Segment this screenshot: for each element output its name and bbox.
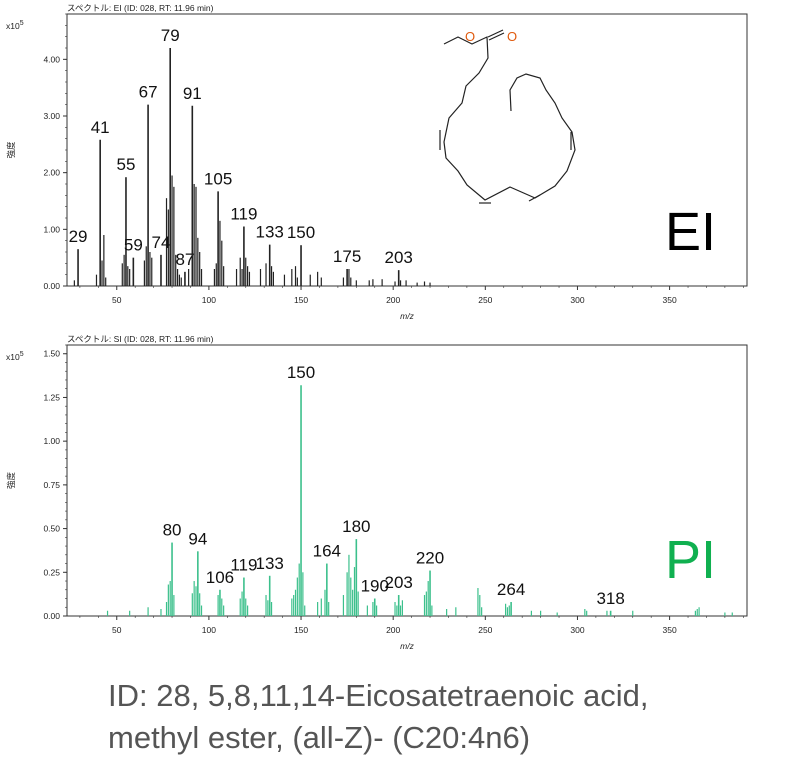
y-tick-label: 1.25 [43, 392, 60, 402]
peak-label: 74 [152, 233, 171, 252]
x-tick-label: 100 [202, 625, 216, 635]
chart-title: スペクトル: SI (ID: 028, RT: 11.96 min) [67, 334, 214, 344]
y-tick-label: 4.00 [43, 54, 60, 64]
x-tick-label: 250 [478, 295, 492, 305]
y-tick-label: 1.50 [43, 349, 60, 359]
peak-label: 80 [163, 521, 182, 540]
peak-label: 133 [256, 223, 284, 242]
x-tick-label: 200 [386, 625, 400, 635]
x-tick-label: 50 [112, 625, 122, 635]
peak-label: 67 [139, 83, 158, 102]
peak-label: 29 [69, 227, 88, 246]
x-tick-label: 350 [663, 295, 677, 305]
y-tick-label: 0.00 [43, 281, 60, 291]
peak-label: 180 [342, 517, 370, 536]
x-tick-label: 300 [570, 295, 584, 305]
peak-label: 87 [175, 250, 194, 269]
y-scale-exponent: 5 [20, 20, 24, 27]
x-tick-label: 150 [294, 295, 308, 305]
compound-caption-line1: ID: 28, 5,8,11,14-Eicosatetraenoic acid, [108, 678, 649, 713]
y-tick-label: 0.75 [43, 480, 60, 490]
y-tick-label: 2.00 [43, 168, 60, 178]
plot-frame [66, 344, 748, 617]
y-tick-label: 1.00 [43, 224, 60, 234]
peak-label: 133 [256, 554, 284, 573]
oxygen-atom-label: O [507, 29, 517, 44]
peak-label: 94 [188, 529, 207, 548]
y-axis-label: 強度 [6, 141, 16, 159]
peak-label: 91 [183, 84, 202, 103]
x-tick-label: 150 [294, 625, 308, 635]
peak-label: 264 [497, 580, 525, 599]
peak-label: 150 [287, 223, 315, 242]
chart-title: スペクトル: EI (ID: 028, RT: 11.96 min) [67, 3, 214, 13]
peak-label: 59 [124, 236, 143, 255]
y-scale-factor: x105 [6, 20, 24, 31]
x-tick-label: 350 [663, 625, 677, 635]
peak-label: 203 [385, 248, 413, 267]
oxygen-atom-label: O [465, 29, 475, 44]
y-tick-label: 0.00 [43, 611, 60, 621]
peak-label: 105 [204, 169, 232, 188]
ionization-method-label: PI [665, 530, 716, 590]
x-tick-label: 50 [112, 295, 122, 305]
compound-caption-line2: methyl ester, (all-Z)- (C20:4n6) [108, 720, 531, 755]
x-tick-label: 250 [478, 625, 492, 635]
x-axis-label: m/z [400, 641, 414, 651]
x-tick-label: 200 [386, 295, 400, 305]
peak-label: 203 [385, 573, 413, 592]
peak-label: 175 [333, 247, 361, 266]
peak-label: 220 [416, 549, 444, 568]
y-scale-factor: x105 [6, 351, 24, 362]
peak-label: 164 [313, 542, 341, 561]
y-scale-exponent: 5 [20, 351, 24, 358]
spectra-figure: O O スペクトル: EI (ID: 028, RT: 11.96 min) x1… [6, 3, 748, 651]
y-tick-label: 0.25 [43, 567, 60, 577]
y-axis-label: 強度 [6, 472, 16, 490]
x-axis-label: m/z [400, 311, 414, 321]
peak-label: 119 [230, 205, 257, 224]
peak-label: 79 [161, 26, 180, 45]
y-tick-label: 0.50 [43, 524, 60, 534]
peak-label: 150 [287, 363, 315, 382]
peak-label: 119 [230, 556, 257, 575]
peak-label: 106 [206, 568, 234, 587]
y-tick-label: 1.00 [43, 436, 60, 446]
peak-label: 41 [91, 118, 110, 137]
ionization-method-label: EI [665, 202, 716, 262]
molecule-structure-icon [439, 29, 576, 204]
x-tick-label: 300 [570, 625, 584, 635]
peak-label: 318 [596, 589, 624, 608]
peak-label: 55 [117, 155, 136, 174]
peak-label: 190 [361, 577, 389, 596]
y-tick-label: 3.00 [43, 111, 60, 121]
x-tick-label: 100 [202, 295, 216, 305]
